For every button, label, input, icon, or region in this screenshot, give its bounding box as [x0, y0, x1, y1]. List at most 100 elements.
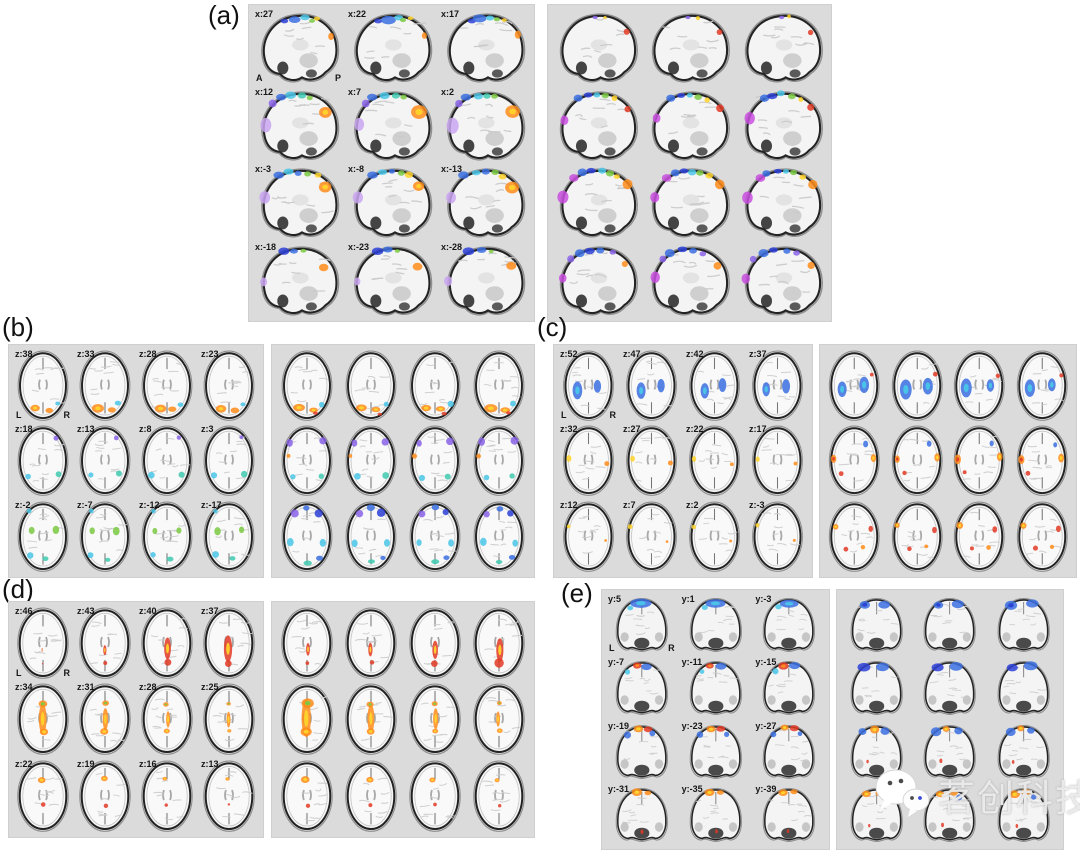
slice-coordinate-label: z:3: [201, 424, 214, 435]
brain-slice: [551, 163, 643, 241]
slice-coordinate-label: z:32: [560, 424, 578, 435]
brain-slice: [339, 499, 403, 574]
panel-e-label: (e): [561, 578, 593, 608]
brain-slice: [467, 348, 531, 423]
brain-slice: [840, 720, 913, 783]
slice-coordinate-label: z:40: [139, 606, 157, 616]
slice-coordinate-label: z:16: [139, 758, 157, 769]
slice-coordinate-label: z:37: [201, 606, 219, 616]
slice-coordinate-label: z:38: [15, 349, 33, 359]
slice-coordinate-label: z:22: [15, 758, 33, 769]
brain-slice: [403, 605, 467, 681]
brain-slice: z:18: [12, 423, 74, 498]
brain-slice: [886, 423, 949, 498]
brain-slice: z:31: [74, 681, 136, 757]
slice-coordinate-label: z:34: [15, 682, 33, 693]
brain-slice: [467, 423, 531, 498]
slice-coordinate-label: z:13: [77, 424, 95, 435]
slice-coordinate-label: z:52: [560, 349, 578, 359]
slice-coordinate-label: x:2: [441, 86, 455, 97]
brain-slice: x:-28: [438, 241, 531, 319]
brain-slice: [1011, 423, 1074, 498]
brain-slice: y:-35: [679, 783, 753, 846]
brain-slice: x:12: [252, 86, 345, 164]
brain-slice: y:-11: [679, 656, 753, 719]
brain-slice: [987, 783, 1060, 846]
brain-slice: [467, 499, 531, 574]
brain-slice: z:40: [136, 605, 198, 681]
wechat-chat-bubbles-icon: [875, 769, 930, 817]
brain-slice: [823, 499, 886, 574]
watermark-text: 茗创科技: [938, 778, 1080, 819]
brain-slice: z:27: [620, 423, 683, 498]
brain-slice: z:37: [198, 605, 260, 681]
brain-slice: [551, 8, 643, 86]
slice-coordinate-label: z:47: [623, 349, 641, 359]
brain-slice: y:-15: [752, 656, 826, 719]
brain-slice: z:7: [620, 499, 683, 574]
slice-coordinate-label: y:-19: [608, 720, 630, 731]
slice-coordinate-label: z:-17: [201, 499, 222, 510]
brain-slice: [1011, 499, 1074, 574]
brain-slice: z:12: [557, 499, 620, 574]
orientation-marker-right: R: [63, 668, 71, 679]
brain-slice: z:-12: [136, 499, 198, 574]
slice-coordinate-label: x:-8: [348, 164, 365, 174]
watermark: 茗创科技: [872, 766, 1080, 824]
brain-slice: [467, 681, 531, 757]
slice-coordinate-label: x:-13: [441, 164, 463, 174]
brain-slice: [913, 593, 986, 656]
slice-coordinate-label: x:27: [255, 9, 274, 19]
brain-slice: [275, 348, 339, 423]
brain-slice: z:-17: [198, 499, 260, 574]
panel-a-label: (a): [208, 0, 240, 30]
brain-slice: z:13: [74, 423, 136, 498]
brain-slice: [339, 681, 403, 757]
brain-slice: [275, 423, 339, 498]
slice-coordinate-label: z:-7: [77, 499, 93, 510]
slice-coordinate-label: z:8: [139, 424, 152, 435]
brain-slice: x:-23: [345, 241, 438, 319]
brain-slice: y:-3: [752, 593, 826, 656]
slice-coordinate-label: y:-39: [755, 783, 777, 794]
brain-slice: y:-19: [605, 720, 679, 783]
slice-coordinate-label: z:31: [77, 682, 95, 693]
brain-slice: [403, 499, 467, 574]
slice-coordinate-label: x:22: [348, 9, 367, 19]
brain-slice: z:28: [136, 681, 198, 757]
brain-slice: x:17: [438, 8, 531, 86]
slice-coordinate-label: z:17: [749, 424, 767, 435]
slice-coordinate-label: z:28: [139, 682, 157, 693]
brain-slice: [913, 720, 986, 783]
brain-slice: y:5 L R: [605, 593, 679, 656]
brain-slice: [823, 348, 886, 423]
brain-slice: x:2: [438, 86, 531, 164]
brain-slice: z:38 L R: [12, 348, 74, 423]
brain-slice: [339, 758, 403, 834]
brain-slice: [987, 720, 1060, 783]
brain-slice: z:46 L R: [12, 605, 74, 681]
slice-coordinate-label: y:-7: [608, 657, 625, 668]
brain-slice: z:-2: [12, 499, 74, 574]
slice-coordinate-label: y:-11: [681, 657, 703, 668]
orientation-marker-left: L: [561, 410, 567, 421]
brain-slice: z:43: [74, 605, 136, 681]
brain-slice: [467, 605, 531, 681]
brain-slice: z:17: [746, 423, 809, 498]
brain-slice: [403, 348, 467, 423]
brain-slice: x:-8: [345, 163, 438, 241]
brain-slice: [403, 758, 467, 834]
brain-slice: z:-7: [74, 499, 136, 574]
brain-slice: x:7: [345, 86, 438, 164]
brain-slice: z:25: [198, 681, 260, 757]
brain-slice: [1011, 348, 1074, 423]
slice-coordinate-label: z:2: [686, 499, 699, 510]
brain-slice: [987, 656, 1060, 719]
slice-coordinate-label: z:-3: [749, 499, 765, 510]
brain-slice: [886, 348, 949, 423]
slice-coordinate-label: z:22: [686, 424, 704, 435]
brain-slice: [643, 86, 735, 164]
